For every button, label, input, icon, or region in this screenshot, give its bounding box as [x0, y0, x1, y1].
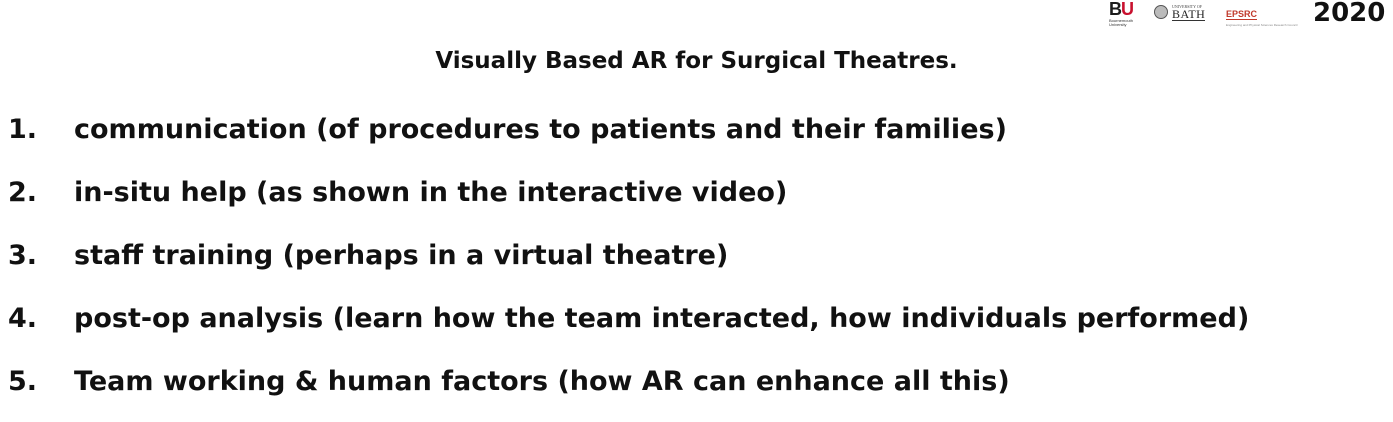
list-item-text: communication (of procedures to patients…: [74, 114, 1007, 145]
list-item-number: 3.: [8, 240, 38, 271]
list-item-number: 1.: [8, 114, 38, 145]
epsrc-logo: EPSRC Engineering and Physical Sciences …: [1226, 4, 1298, 27]
list-item-number: 2.: [8, 177, 38, 208]
bath-logo-word: BATH: [1172, 7, 1206, 21]
bu-letter-b: B: [1109, 0, 1122, 19]
bath-logo-superscript: UNIVERSITY OF: [1172, 4, 1202, 9]
list-item-text: Team working & human factors (how AR can…: [74, 366, 1010, 397]
list-item-text: post-op analysis (learn how the team int…: [74, 303, 1250, 334]
epsrc-logo-word: EPSRC: [1226, 9, 1258, 20]
year-label: 2020: [1313, 0, 1386, 28]
slide-title: Visually Based AR for Surgical Theatres.: [435, 48, 958, 74]
list-item-text: in-situ help (as shown in the interactiv…: [74, 177, 788, 208]
university-of-bath-logo: UNIVERSITY OF BATH: [1154, 4, 1216, 23]
bu-logo-letters: BU: [1109, 0, 1141, 18]
bournemouth-university-logo: BU Bournemouth University: [1109, 0, 1141, 30]
bath-seal-icon: [1154, 5, 1168, 19]
list-item-text: staff training (perhaps in a virtual the…: [74, 240, 729, 271]
bu-logo-caption: Bournemouth University: [1109, 18, 1134, 27]
list-item-number: 4.: [8, 303, 38, 334]
epsrc-logo-caption: Engineering and Physical Sciences Resear…: [1226, 23, 1298, 27]
header-logos: BU Bournemouth University UNIVERSITY OF …: [1093, 0, 1393, 36]
list-item-number: 5.: [8, 366, 38, 397]
bu-letter-u: U: [1121, 0, 1134, 19]
